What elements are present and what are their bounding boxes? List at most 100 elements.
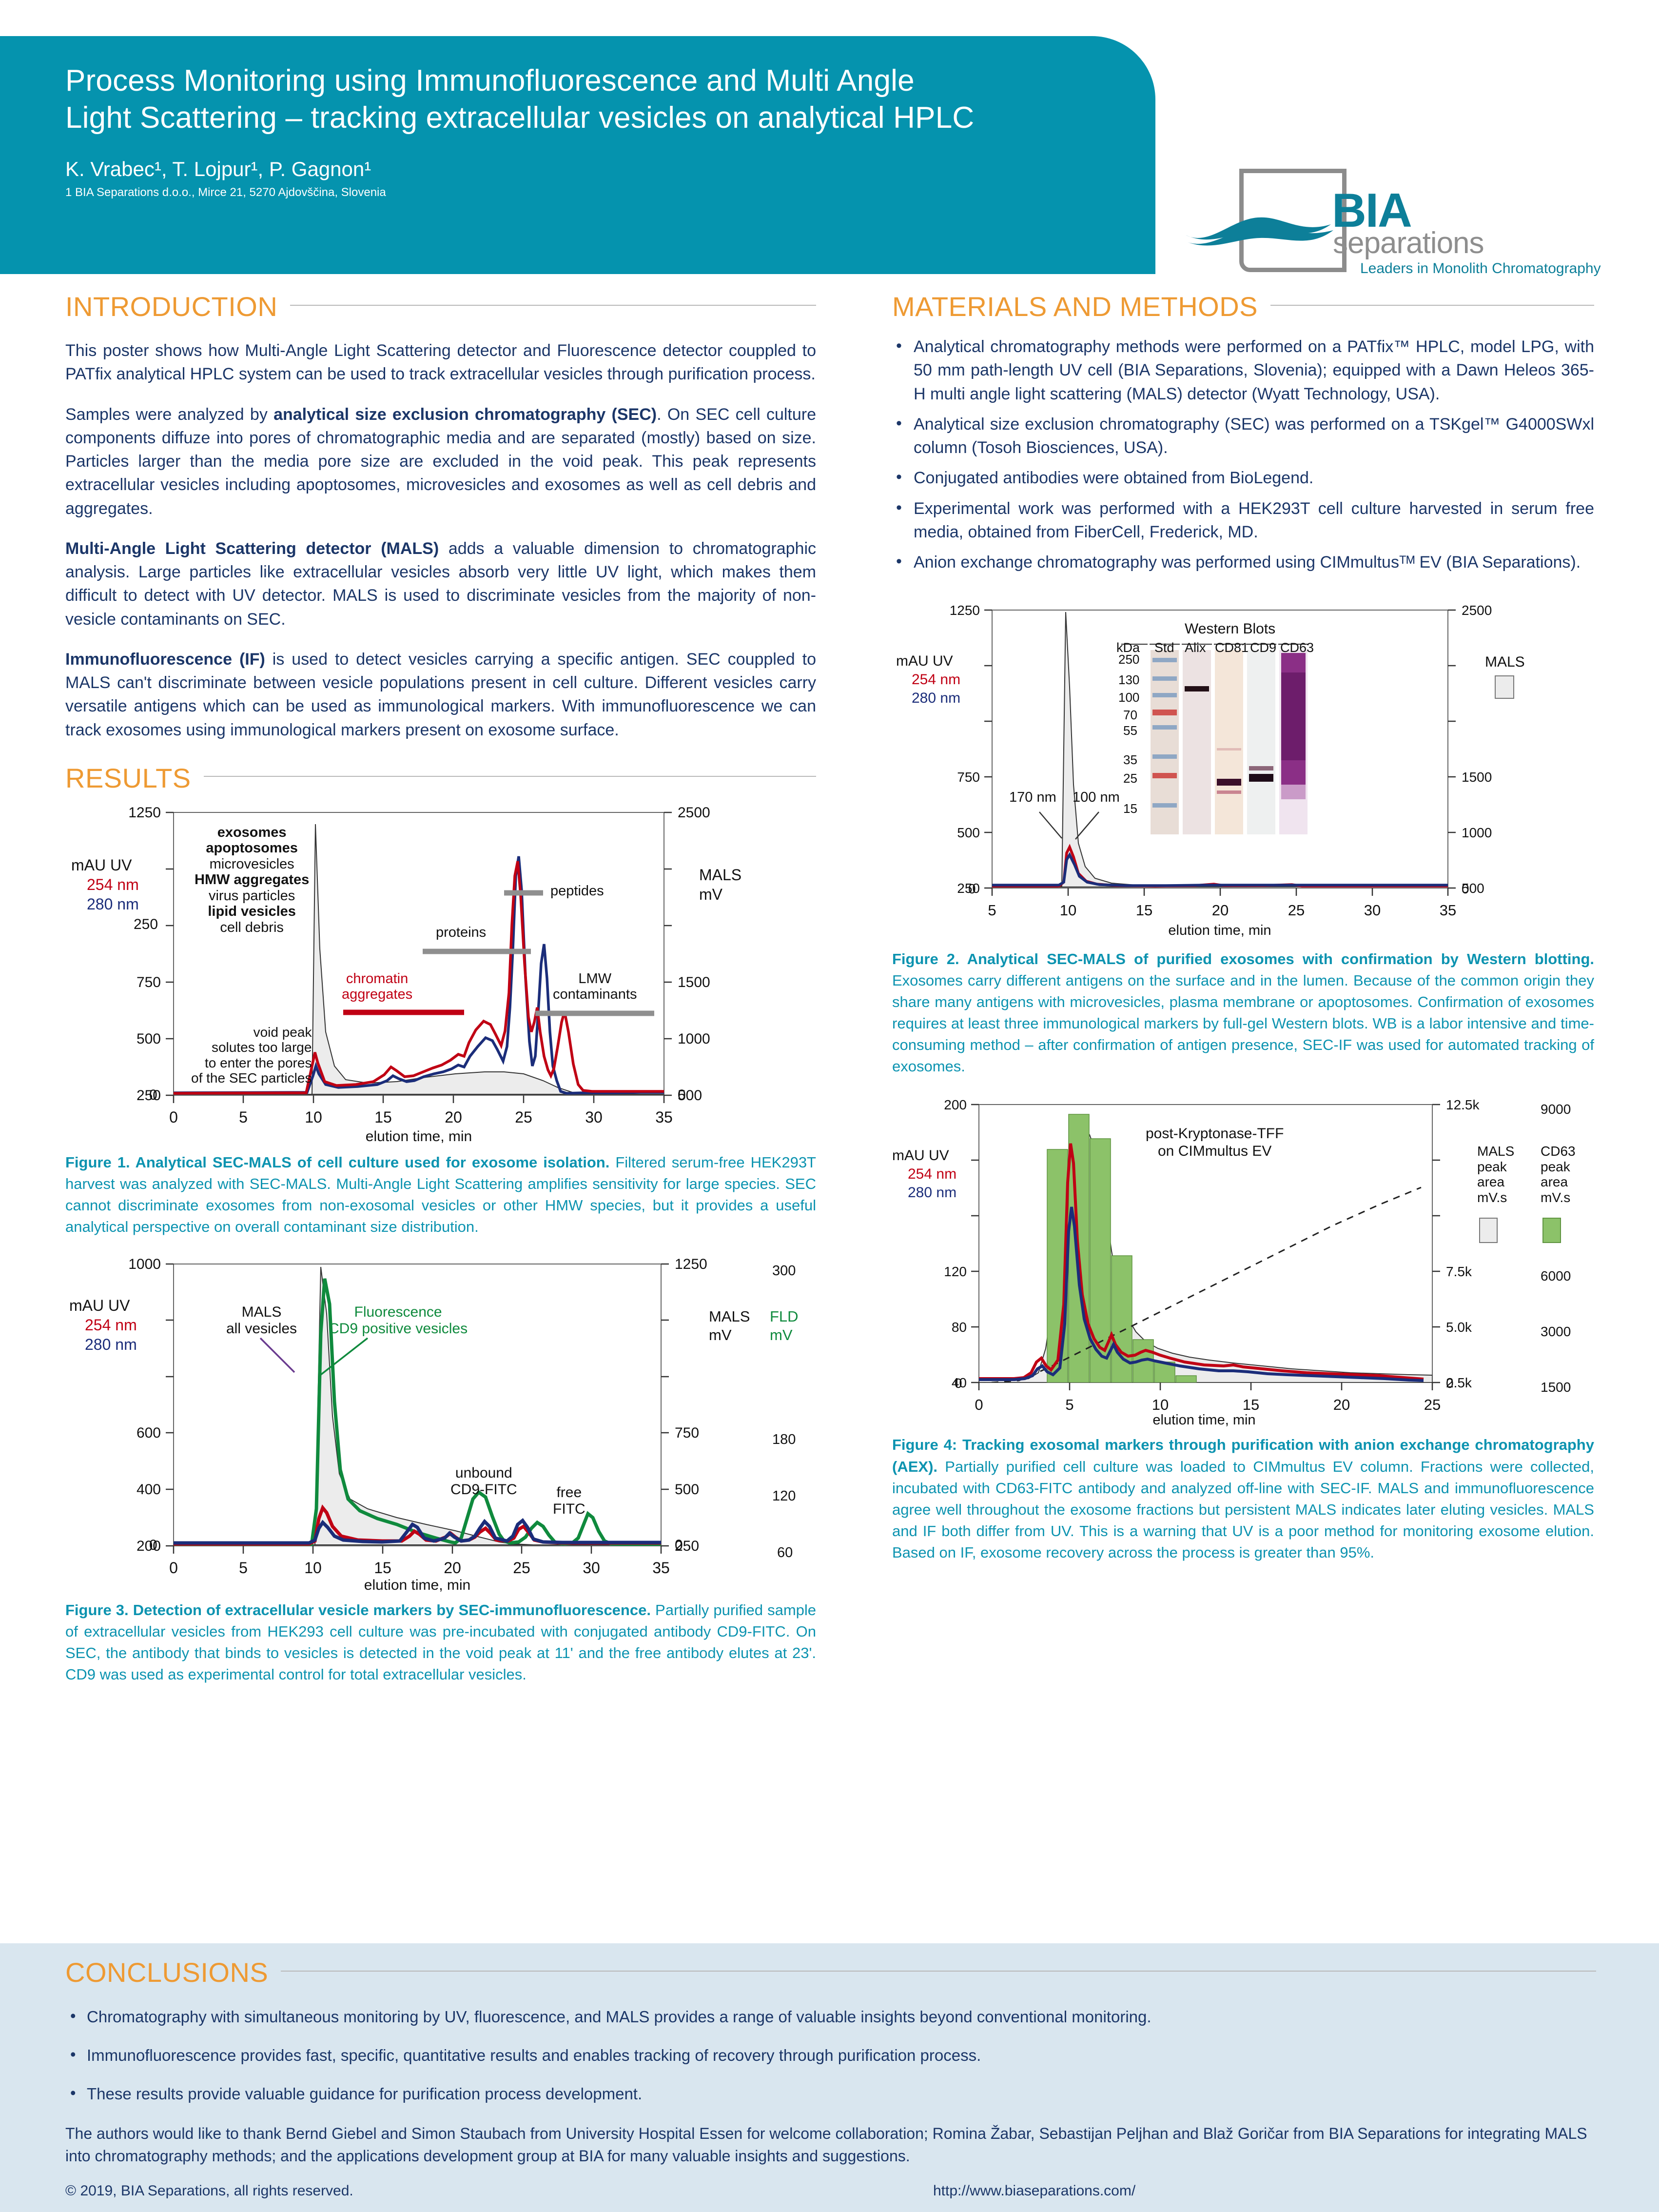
materials-bullet: Analytical size exclusion chromatography… (892, 412, 1594, 460)
svg-text:25: 25 (1288, 902, 1305, 919)
svg-text:1250: 1250 (675, 1256, 707, 1272)
wb-kda-130: 130 (1118, 672, 1140, 688)
fig3-right-ytick-0: 0 (675, 1537, 683, 1554)
figure1-svg: 1250 750 500 250 2500 1500 1000 500 (128, 805, 710, 1145)
intro-p3-c: adds a valuable dimension to chromatogra… (65, 539, 816, 629)
conclusions-bullet: These results provide valuable guidance … (65, 2083, 1596, 2105)
header-band (0, 36, 1155, 274)
fig1-right-axis-label: MALS (699, 866, 742, 884)
figure2-chart: 1250 750 500 250 2500 1500 1000 500 5 10 15 20… (892, 599, 1594, 941)
svg-text:200: 200 (137, 1538, 161, 1554)
fig3-annotation-freefitc: free FITC (553, 1484, 586, 1518)
wb-kda-100: 100 (1118, 690, 1140, 705)
left-column: INTRODUCTION This poster shows how Multi… (65, 291, 816, 1685)
svg-text:5: 5 (988, 902, 996, 919)
introduction-heading: INTRODUCTION (65, 291, 816, 322)
fig3-annotation-fluorescence: Fluorescence CD9 positive vesicles (329, 1304, 468, 1337)
fig1-ytick-0: 0 (149, 1086, 157, 1103)
svg-text:0: 0 (169, 1108, 178, 1126)
svg-text:elution time, min: elution time, min (1168, 923, 1271, 938)
svg-text:30: 30 (1364, 902, 1381, 919)
figure2-caption-rest: Exosomes carry different antigens on the… (892, 972, 1594, 1075)
svg-text:1000: 1000 (678, 1031, 710, 1047)
fig1-left-axis-label: mAU UV (71, 856, 132, 874)
fig3-fld-60: 60 (777, 1545, 793, 1561)
figure3-chart: 1000 600 400 200 1250 750 500 250 0 5 10 (65, 1255, 816, 1593)
fig3-right-axis-label: MALS (709, 1308, 750, 1325)
figure1-caption: Figure 1. Analytical SEC-MALS of cell cu… (65, 1152, 816, 1238)
materials-bullet-list: Analytical chromatography methods were p… (892, 334, 1594, 574)
figure2-caption-bold: Figure 2. Analytical SEC-MALS of purifie… (892, 950, 1594, 968)
figure4-chart: 200 120 80 40 12.5k 7.5k 5.0k 2.5k 0 5 10 15 20… (892, 1095, 1594, 1428)
materials-bullet: Conjugated antibodies were obtained from… (892, 465, 1594, 490)
conclusions-content: CONCLUSIONS Chromatography with simultan… (65, 1956, 1596, 2199)
svg-text:25: 25 (1424, 1396, 1441, 1413)
conclusions-bullet: Chromatography with simultaneous monitor… (65, 2006, 1596, 2028)
intro-p3-bold: Multi-Angle Light Scattering detector (M… (65, 539, 439, 558)
fig1-annotation-voidpeak: void peak solutes too large to enter the p… (191, 1024, 312, 1086)
svg-text:25: 25 (513, 1559, 530, 1577)
fig4-cd63-1500: 1500 (1541, 1380, 1571, 1395)
fig1-annotation-species: exosomes apoptosomes microvesicles HMW aggr… (195, 824, 310, 935)
fig1-annotation-chromatin: chromatin aggregates (342, 970, 413, 1003)
author-list: K. Vrabec¹, T. Lojpur¹, P. Gagnon¹ (65, 158, 371, 181)
wb-kda-35: 35 (1123, 752, 1137, 768)
fig3-fld-axis-label: FLD (770, 1308, 799, 1325)
fig4-plot-title: post-Kryptonase-TFF on CIMmultus EV (1146, 1126, 1284, 1159)
fig2-mals-legend-swatch (1495, 675, 1514, 699)
materials-heading-text: MATERIALS AND METHODS (892, 291, 1258, 322)
svg-text:2.5k: 2.5k (1446, 1375, 1472, 1390)
conclusions-bullet: Immunofluorescence provides fast, specif… (65, 2044, 1596, 2066)
fig4-cd63-9000: 9000 (1541, 1102, 1571, 1117)
intro-paragraph-4: Immunofluorescence (IF) is used to detec… (65, 648, 816, 742)
wb-kda-label: kDa (1116, 640, 1140, 655)
intro-p2-c: . On SEC cell culture components diffuze… (65, 405, 816, 518)
fig3-left-axis-label: mAU UV (69, 1297, 130, 1315)
figure1-280nm-trace (174, 856, 664, 1095)
wb-std-bands (1152, 658, 1177, 808)
bia-separations-logo: BIA separations Leaders in Monolith Chro… (1185, 165, 1623, 282)
conclusions-heading: CONCLUSIONS (65, 1956, 1596, 1988)
intro-p4-c: is used to detect vesicles carrying a sp… (65, 650, 816, 739)
fig3-280nm-label: 280 nm (85, 1336, 137, 1354)
materials-heading: MATERIALS AND METHODS (892, 291, 1594, 322)
western-blots-title: Western Blots (1185, 621, 1276, 637)
fig4-280nm-label: 280 nm (908, 1185, 957, 1201)
fig3-ytick-0: 0 (149, 1537, 157, 1554)
conclusions-heading-text: CONCLUSIONS (65, 1957, 269, 1988)
wb-cd81-band (1217, 779, 1241, 786)
svg-text:750: 750 (137, 974, 161, 990)
figure3-caption-bold: Figure 3. Detection of extracellular ves… (65, 1601, 651, 1619)
svg-text:12.5k: 12.5k (1446, 1097, 1480, 1112)
fig1-right-ytick-0: 0 (678, 1086, 686, 1103)
svg-text:35: 35 (652, 1559, 670, 1577)
intro-paragraph-2: Samples were analyzed by analytical size… (65, 403, 816, 520)
fig4-254nm-label: 254 nm (908, 1166, 957, 1183)
svg-text:10: 10 (304, 1559, 322, 1577)
svg-text:2500: 2500 (678, 805, 710, 821)
intro-p2-a: Samples were analyzed by (65, 405, 274, 424)
fig4-mals-ytick-0: 0 (1446, 1376, 1454, 1391)
fig2-ytick-0: 0 (968, 881, 976, 897)
svg-text:5: 5 (239, 1559, 248, 1577)
figure3-mals-trace (174, 1266, 661, 1546)
svg-text:600: 600 (137, 1425, 161, 1441)
svg-text:25: 25 (515, 1108, 532, 1126)
svg-text:20: 20 (1212, 902, 1229, 919)
website-url[interactable]: http://www.biaseparations.com/ (933, 2183, 1136, 2199)
poster-title: Process Monitoring using Immunofluoresce… (65, 62, 1094, 136)
figure1-254nm-trace (174, 861, 664, 1095)
affiliation: 1 BIA Separations d.o.o., Mirce 21, 5270… (65, 186, 386, 199)
figure3-caption-rest: Partially purified sample of extracellul… (65, 1601, 817, 1683)
svg-text:10: 10 (305, 1108, 322, 1126)
materials-bullet: Anion exchange chromatography was perfor… (892, 550, 1594, 574)
svg-text:500: 500 (675, 1481, 699, 1498)
figure4-280nm-trace (979, 1207, 1424, 1382)
intro-p4-bold: Immunofluorescence (IF) (65, 650, 265, 669)
fig4-cd63-3000: 3000 (1541, 1324, 1571, 1340)
svg-text:30: 30 (585, 1108, 603, 1126)
fig4-ytick-0: 0 (955, 1376, 962, 1391)
svg-text:1250: 1250 (128, 805, 161, 821)
